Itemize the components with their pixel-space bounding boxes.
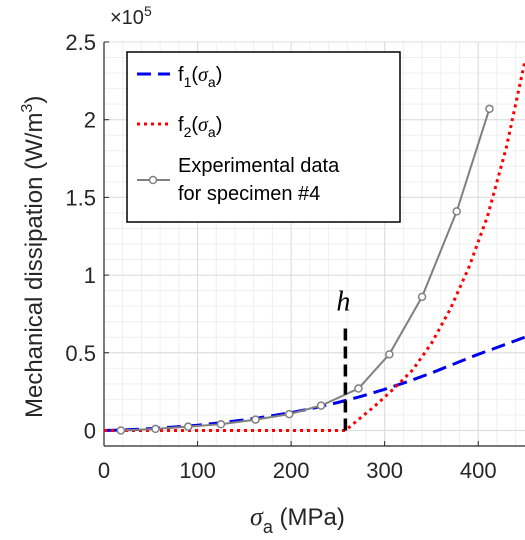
y-tick-label: 2 (84, 108, 96, 133)
data-point (452, 207, 461, 216)
annotations: h (336, 286, 350, 431)
series-line-1 (104, 60, 525, 432)
y-tick-label: 0 (84, 418, 96, 443)
data-point (151, 424, 160, 434)
legend-box (126, 51, 401, 223)
legend: f1(σa) f2(σa) Experimental data for spec… (126, 51, 401, 223)
data-point (316, 401, 326, 410)
y-tick-label: 2.5 (65, 30, 96, 55)
legend-label-experimental-line1: Experimental data (178, 155, 340, 177)
x-tick-label: 400 (460, 458, 497, 483)
data-point (485, 104, 494, 114)
y-axis-label: Mechanical dissipation (W/m3) (19, 96, 48, 418)
y-tick-label: 1.5 (65, 185, 96, 210)
legend-label-f2: f2(σa) (178, 114, 222, 140)
plot-area (104, 60, 525, 435)
legend-label-experimental-line2: for specimen #4 (178, 183, 320, 205)
data-point (417, 292, 427, 302)
data-point (183, 422, 193, 431)
x-tick-label: 0 (98, 458, 110, 483)
data-point (385, 350, 394, 359)
legend-marker-experimental (148, 175, 158, 185)
y-tick-label: 1 (84, 263, 96, 288)
series-line-2 (120, 108, 491, 432)
data-point (251, 415, 260, 424)
x-axis-label: σa (MPa) (250, 502, 345, 537)
x-tick-label: 300 (366, 458, 403, 483)
data-point (354, 384, 363, 393)
y-multiplier: ×105 (110, 3, 152, 29)
data-point (284, 409, 294, 419)
x-tick-label: 200 (273, 458, 310, 483)
data-point (116, 426, 126, 435)
data-point (216, 419, 226, 429)
threshold-label: h (336, 286, 350, 317)
legend-label-f1: f1(σa) (178, 64, 222, 90)
axes: 0 100 200 300 400 0 0.5 1 1.5 2 2.5 (65, 30, 525, 483)
y-tick-label: 0.5 (65, 341, 96, 366)
x-tick-label: 100 (179, 458, 216, 483)
